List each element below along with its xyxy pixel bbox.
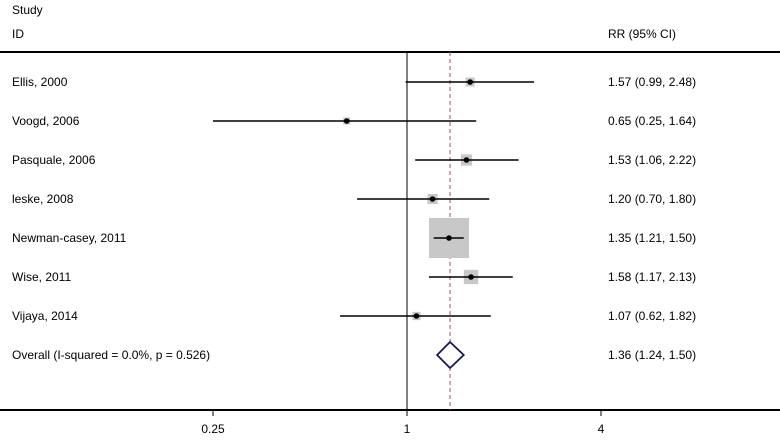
- study-label: Wise, 2011: [12, 270, 71, 284]
- study-label: Voogd, 2006: [12, 114, 80, 128]
- study-rr-text: 1.57 (0.99, 2.48): [608, 75, 696, 89]
- header-rr: RR (95% CI): [608, 27, 676, 41]
- study-rr-text: 1.58 (1.17, 2.13): [608, 270, 696, 284]
- study-label: leske, 2008: [12, 192, 74, 206]
- study-point-estimate: [468, 274, 474, 280]
- x-axis-tick-label: 1: [404, 422, 411, 436]
- study-point-estimate: [413, 313, 420, 319]
- study-label: Newman-casey, 2011: [12, 231, 127, 245]
- study-point-estimate: [463, 157, 470, 163]
- study-rr-text: 1.53 (1.06, 2.22): [608, 153, 696, 167]
- study-point-estimate: [343, 118, 350, 124]
- study-point-estimate: [467, 79, 473, 85]
- x-axis-tick-label: 4: [598, 422, 605, 436]
- study-point-estimate: [429, 196, 436, 202]
- overall-label: Overall (I-squared = 0.0%, p = 0.526): [12, 348, 210, 362]
- study-label: Ellis, 2000: [12, 75, 68, 89]
- study-rr-text: 0.65 (0.25, 1.64): [608, 114, 696, 128]
- overall-rr-text: 1.36 (1.24, 1.50): [608, 348, 696, 362]
- header-study: Study: [12, 3, 43, 17]
- study-label: Pasquale, 2006: [12, 153, 96, 167]
- plot-marks: Ellis, 2000 1.57 (0.99, 2.48) Voogd, 2006 0…: [12, 52, 696, 436]
- study-label: Vijaya, 2014: [12, 309, 78, 323]
- study-rr-text: 1.35 (1.21, 1.50): [608, 231, 696, 245]
- header-id: ID: [12, 27, 24, 41]
- x-axis-tick-label: 0.25: [201, 422, 225, 436]
- overall-diamond: [435, 340, 466, 370]
- study-rr-text: 1.20 (0.70, 1.80): [608, 192, 696, 206]
- study-point-estimate: [446, 235, 452, 241]
- study-rr-text: 1.07 (0.62, 1.82): [608, 309, 696, 323]
